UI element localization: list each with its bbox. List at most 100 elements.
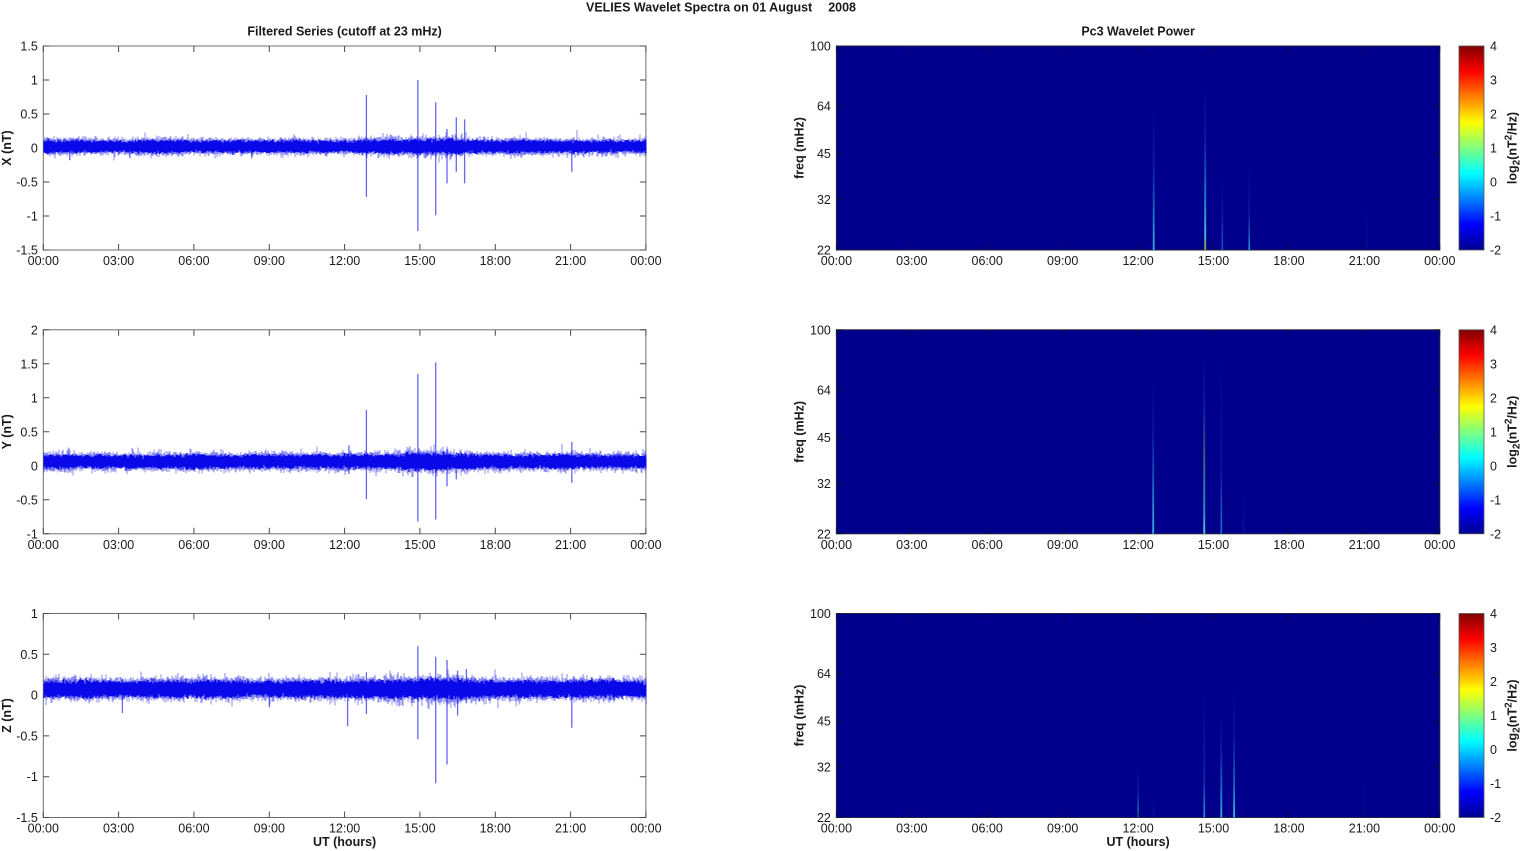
svg-text:64: 64	[817, 667, 831, 681]
svg-text:100: 100	[810, 323, 831, 337]
svg-text:32: 32	[817, 477, 831, 491]
svg-text:0.5: 0.5	[20, 648, 37, 662]
svg-text:-1: -1	[27, 770, 38, 784]
svg-text:22: 22	[817, 527, 831, 541]
svg-text:06:00: 06:00	[178, 538, 209, 552]
svg-text:1: 1	[1490, 425, 1497, 439]
svg-text:00:00: 00:00	[1424, 822, 1455, 836]
svg-text:06:00: 06:00	[972, 254, 1003, 268]
svg-text:21:00: 21:00	[555, 822, 586, 836]
svg-text:2: 2	[1490, 391, 1497, 405]
svg-text:12:00: 12:00	[329, 822, 360, 836]
svg-text:15:00: 15:00	[404, 538, 435, 552]
svg-text:03:00: 03:00	[896, 822, 927, 836]
svg-text:45: 45	[817, 715, 831, 729]
svg-text:Z (nT): Z (nT)	[0, 698, 14, 733]
svg-text:3: 3	[1490, 74, 1497, 88]
svg-text:06:00: 06:00	[178, 254, 209, 268]
svg-text:Filtered Series (cutoff at 23: Filtered Series (cutoff at 23 mHz)	[247, 25, 442, 39]
svg-text:03:00: 03:00	[103, 538, 134, 552]
svg-text:00:00: 00:00	[630, 254, 661, 268]
svg-text:09:00: 09:00	[254, 254, 285, 268]
svg-text:00:00: 00:00	[28, 822, 59, 836]
svg-text:06:00: 06:00	[178, 822, 209, 836]
svg-text:12:00: 12:00	[1122, 538, 1153, 552]
svg-text:0: 0	[1490, 459, 1497, 473]
svg-text:00:00: 00:00	[1424, 538, 1455, 552]
svg-text:UT (hours): UT (hours)	[313, 835, 376, 849]
svg-text:freq (mHz): freq (mHz)	[793, 117, 807, 179]
svg-text:06:00: 06:00	[972, 538, 1003, 552]
svg-text:UT (hours): UT (hours)	[1107, 835, 1170, 849]
svg-text:15:00: 15:00	[404, 822, 435, 836]
svg-text:VELIES Wavelet Spectra on 01 A: VELIES Wavelet Spectra on 01 August 2008	[586, 1, 856, 15]
svg-text:00:00: 00:00	[630, 538, 661, 552]
svg-text:21:00: 21:00	[1349, 822, 1380, 836]
svg-text:freq (mHz): freq (mHz)	[793, 401, 807, 463]
svg-text:2: 2	[31, 323, 38, 337]
svg-text:09:00: 09:00	[254, 538, 285, 552]
svg-text:0: 0	[31, 142, 38, 156]
svg-text:32: 32	[817, 761, 831, 775]
svg-text:1.5: 1.5	[20, 40, 37, 54]
svg-text:15:00: 15:00	[404, 254, 435, 268]
svg-text:15:00: 15:00	[1198, 538, 1229, 552]
svg-text:22: 22	[817, 811, 831, 825]
svg-text:-1: -1	[27, 210, 38, 224]
svg-text:12:00: 12:00	[1122, 254, 1153, 268]
svg-text:09:00: 09:00	[1047, 822, 1078, 836]
svg-text:21:00: 21:00	[1349, 538, 1380, 552]
svg-text:0: 0	[31, 689, 38, 703]
svg-text:00:00: 00:00	[821, 538, 852, 552]
svg-text:45: 45	[817, 147, 831, 161]
svg-text:-2: -2	[1490, 527, 1501, 541]
svg-text:12:00: 12:00	[329, 538, 360, 552]
svg-text:00:00: 00:00	[28, 254, 59, 268]
svg-text:freq (mHz): freq (mHz)	[793, 685, 807, 747]
svg-text:0.5: 0.5	[20, 425, 37, 439]
svg-text:4: 4	[1490, 607, 1497, 621]
svg-text:03:00: 03:00	[103, 254, 134, 268]
svg-text:03:00: 03:00	[896, 538, 927, 552]
svg-text:00:00: 00:00	[821, 822, 852, 836]
svg-text:-2: -2	[1490, 244, 1501, 258]
svg-text:09:00: 09:00	[254, 822, 285, 836]
svg-text:18:00: 18:00	[1273, 538, 1304, 552]
svg-text:18:00: 18:00	[1273, 254, 1304, 268]
svg-text:06:00: 06:00	[972, 822, 1003, 836]
svg-text:00:00: 00:00	[28, 538, 59, 552]
svg-text:18:00: 18:00	[480, 254, 511, 268]
svg-text:X (nT): X (nT)	[0, 130, 14, 165]
svg-text:15:00: 15:00	[1198, 254, 1229, 268]
svg-text:32: 32	[817, 193, 831, 207]
svg-text:0: 0	[31, 459, 38, 473]
svg-text:-2: -2	[1490, 811, 1501, 825]
svg-text:0.5: 0.5	[20, 108, 37, 122]
svg-text:2: 2	[1490, 675, 1497, 689]
svg-text:00:00: 00:00	[630, 822, 661, 836]
svg-text:00:00: 00:00	[1424, 254, 1455, 268]
svg-text:1: 1	[1490, 709, 1497, 723]
svg-text:64: 64	[817, 100, 831, 114]
svg-text:-1: -1	[27, 527, 38, 541]
svg-text:22: 22	[817, 244, 831, 258]
svg-text:100: 100	[810, 40, 831, 54]
svg-text:1: 1	[1490, 142, 1497, 156]
svg-text:-0.5: -0.5	[16, 176, 38, 190]
svg-text:4: 4	[1490, 40, 1497, 54]
svg-text:log2(nT2/Hz): log2(nT2/Hz)	[1504, 679, 1523, 751]
svg-text:45: 45	[817, 431, 831, 445]
svg-text:64: 64	[817, 383, 831, 397]
svg-text:4: 4	[1490, 323, 1497, 337]
svg-text:18:00: 18:00	[480, 538, 511, 552]
svg-text:Y (nT): Y (nT)	[0, 414, 14, 449]
svg-text:12:00: 12:00	[329, 254, 360, 268]
svg-text:18:00: 18:00	[480, 822, 511, 836]
svg-text:15:00: 15:00	[1198, 822, 1229, 836]
svg-text:2: 2	[1490, 108, 1497, 122]
svg-text:1: 1	[31, 391, 38, 405]
svg-text:21:00: 21:00	[1349, 254, 1380, 268]
svg-text:log2(nT2/Hz): log2(nT2/Hz)	[1504, 112, 1523, 184]
svg-text:21:00: 21:00	[555, 254, 586, 268]
svg-text:100: 100	[810, 607, 831, 621]
